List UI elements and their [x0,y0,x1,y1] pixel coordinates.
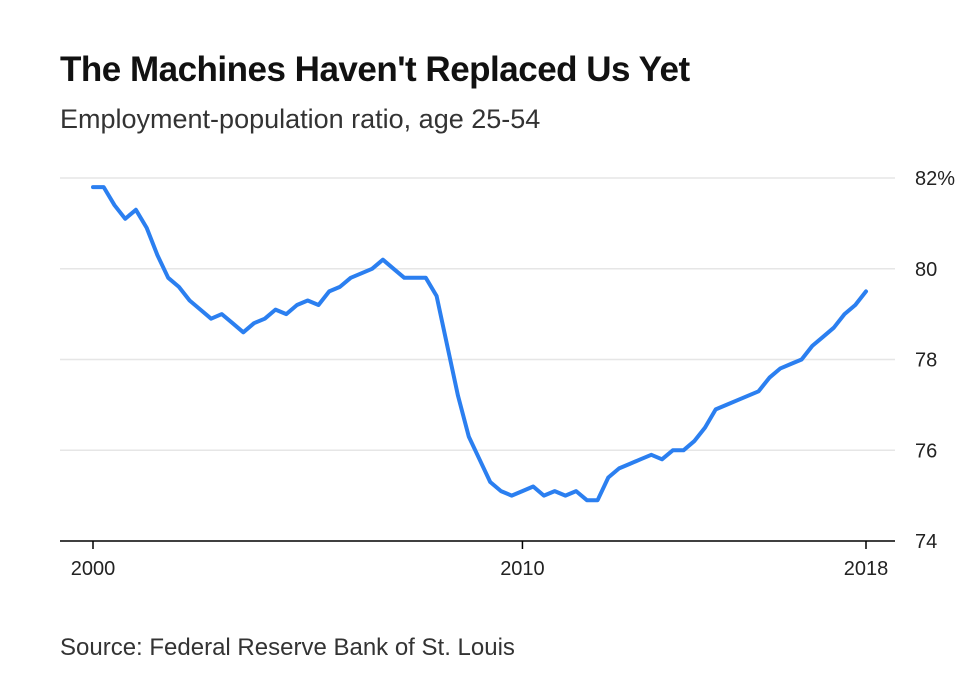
y-tick-label-78: 78 [915,350,937,372]
x-tick-label-2018: 2018 [844,558,889,580]
source-note: Source: Federal Reserve Bank of St. Loui… [60,634,515,661]
y-tick-label-74: 74 [915,531,937,553]
series-line-0 [91,185,868,503]
y-axis-labels: 74 76 78 80 82% [915,168,955,553]
grid-lines [60,177,895,451]
x-axis-labels: 2000 2010 2018 [71,558,889,580]
y-tick-label-76: 76 [915,440,937,462]
series-layer [91,185,868,503]
x-tick-label-2010: 2010 [500,558,545,580]
chart-subtitle: Employment-population ratio, age 25-54 [60,104,541,134]
x-tick-label-2000: 2000 [71,558,116,580]
x-axis [60,540,895,549]
chart-title: The Machines Haven't Replaced Us Yet [60,50,690,89]
y-tick-label-80: 80 [915,259,937,281]
y-tick-label-82: 82% [915,168,955,190]
